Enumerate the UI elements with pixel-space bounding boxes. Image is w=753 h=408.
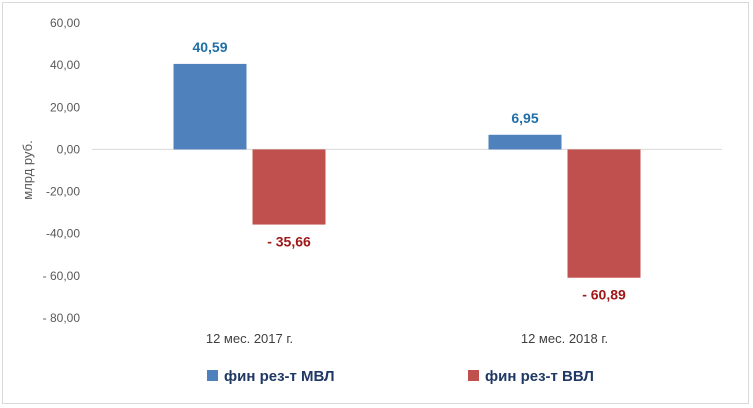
y-tick-label: 20,00: [50, 100, 80, 114]
legend-label: фин рез-т МВЛ: [224, 368, 335, 385]
y-tick-label: -20,00: [46, 185, 80, 199]
legend-swatch: [207, 370, 218, 381]
x-category-label: 12 мес. 2018 г.: [521, 331, 608, 346]
y-tick-label: 0,00: [57, 142, 81, 156]
bar-vvl-1: [567, 149, 641, 278]
data-label: 40,59: [192, 39, 227, 55]
y-tick-label: -40,00: [46, 227, 80, 241]
y-tick-label: 40,00: [50, 58, 80, 72]
y-tick-label: - 80,00: [43, 311, 81, 325]
bar-mvl-1: [488, 134, 562, 150]
data-label: - 35,66: [267, 234, 311, 250]
bar-vvl-0: [252, 149, 326, 225]
data-label: - 60,89: [582, 287, 626, 303]
legend-label: фин рез-т ВВЛ: [485, 368, 594, 385]
y-axis-title: млрд руб.: [20, 140, 35, 199]
y-tick-label: - 60,00: [43, 269, 81, 283]
bar-mvl-0: [173, 63, 247, 150]
x-category-label: 12 мес. 2017 г.: [206, 331, 293, 346]
legend-swatch: [468, 370, 479, 381]
y-tick-label: 60,00: [50, 16, 80, 30]
data-label: 6,95: [511, 110, 538, 126]
